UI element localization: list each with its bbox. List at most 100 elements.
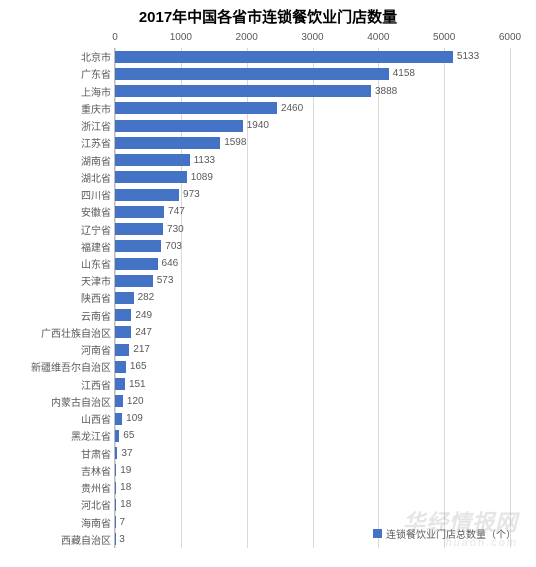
category-label: 山西省 bbox=[81, 411, 115, 426]
bar-row: 上海市3888 bbox=[115, 82, 510, 99]
category-label: 上海市 bbox=[81, 84, 115, 99]
bar-row: 吉林省19 bbox=[115, 462, 510, 479]
bar bbox=[115, 344, 129, 356]
category-label: 天津市 bbox=[81, 273, 115, 288]
category-label: 重庆市 bbox=[81, 101, 115, 116]
bar bbox=[115, 171, 187, 183]
x-tick-label: 2000 bbox=[236, 32, 258, 43]
value-label: 19 bbox=[116, 465, 131, 476]
value-label: 1598 bbox=[220, 137, 246, 148]
bar bbox=[115, 326, 131, 338]
category-label: 河北省 bbox=[81, 497, 115, 512]
value-label: 151 bbox=[125, 379, 146, 390]
value-label: 249 bbox=[131, 310, 152, 321]
bar-row: 陕西省282 bbox=[115, 289, 510, 306]
category-label: 广西壮族自治区 bbox=[41, 325, 115, 340]
bar bbox=[115, 292, 134, 304]
category-label: 西藏自治区 bbox=[61, 532, 115, 547]
chart-container: 2017年中国各省市连锁餐饮业门店数量 01000200030004000500… bbox=[0, 0, 536, 567]
value-label: 730 bbox=[163, 224, 184, 235]
bar bbox=[115, 85, 371, 97]
x-tick-label: 5000 bbox=[433, 32, 455, 43]
value-label: 1133 bbox=[190, 155, 216, 166]
category-label: 江苏省 bbox=[81, 135, 115, 150]
bar bbox=[115, 309, 131, 321]
value-label: 165 bbox=[126, 361, 147, 372]
plot-area: 北京市5133广东省4158上海市3888重庆市2460浙江省1940江苏省15… bbox=[115, 48, 510, 548]
bar-row: 山西省109 bbox=[115, 410, 510, 427]
bar bbox=[115, 361, 126, 373]
bar-row: 浙江省1940 bbox=[115, 117, 510, 134]
category-label: 湖北省 bbox=[81, 170, 115, 185]
category-label: 广东省 bbox=[81, 66, 115, 81]
x-tick-label: 6000 bbox=[499, 32, 521, 43]
value-label: 282 bbox=[134, 292, 155, 303]
bar-row: 江苏省1598 bbox=[115, 134, 510, 151]
bar-row: 重庆市2460 bbox=[115, 100, 510, 117]
bar bbox=[115, 258, 158, 270]
category-label: 陕西省 bbox=[81, 290, 115, 305]
value-label: 5133 bbox=[453, 51, 479, 62]
category-label: 辽宁省 bbox=[81, 222, 115, 237]
category-label: 湖南省 bbox=[81, 153, 115, 168]
value-label: 217 bbox=[129, 344, 150, 355]
bar-row: 四川省973 bbox=[115, 186, 510, 203]
value-label: 747 bbox=[164, 206, 185, 217]
value-label: 120 bbox=[123, 396, 144, 407]
bar-row: 山东省646 bbox=[115, 255, 510, 272]
bar-row: 河北省18 bbox=[115, 496, 510, 513]
bar bbox=[115, 154, 190, 166]
bar bbox=[115, 51, 453, 63]
category-label: 内蒙古自治区 bbox=[51, 394, 115, 409]
bar-row: 湖南省1133 bbox=[115, 151, 510, 168]
bar bbox=[115, 189, 179, 201]
x-axis-labels: 0100020003000400050006000 bbox=[115, 32, 510, 46]
value-label: 4158 bbox=[389, 68, 415, 79]
bar bbox=[115, 102, 277, 114]
bar-row: 辽宁省730 bbox=[115, 220, 510, 237]
value-label: 18 bbox=[116, 482, 131, 493]
category-label: 江西省 bbox=[81, 377, 115, 392]
category-label: 四川省 bbox=[81, 187, 115, 202]
value-label: 7 bbox=[115, 517, 125, 528]
category-label: 浙江省 bbox=[81, 118, 115, 133]
value-label: 1940 bbox=[243, 120, 269, 131]
value-label: 109 bbox=[122, 413, 143, 424]
category-label: 新疆维吾尔自治区 bbox=[31, 359, 115, 374]
legend-swatch bbox=[373, 529, 382, 538]
category-label: 北京市 bbox=[81, 49, 115, 64]
category-label: 安徽省 bbox=[81, 204, 115, 219]
category-label: 黑龙江省 bbox=[71, 428, 115, 443]
bar bbox=[115, 68, 389, 80]
bar bbox=[115, 223, 163, 235]
bar bbox=[115, 275, 153, 287]
bar-row: 甘肃省37 bbox=[115, 445, 510, 462]
x-tick-label: 3000 bbox=[301, 32, 323, 43]
bar-row: 新疆维吾尔自治区165 bbox=[115, 358, 510, 375]
x-tick-label: 1000 bbox=[170, 32, 192, 43]
category-label: 贵州省 bbox=[81, 480, 115, 495]
category-label: 山东省 bbox=[81, 256, 115, 271]
value-label: 3 bbox=[115, 534, 125, 545]
value-label: 703 bbox=[161, 241, 182, 252]
bar-row: 湖北省1089 bbox=[115, 169, 510, 186]
bar-row: 贵州省18 bbox=[115, 479, 510, 496]
category-label: 云南省 bbox=[81, 308, 115, 323]
category-label: 福建省 bbox=[81, 239, 115, 254]
bar bbox=[115, 120, 243, 132]
legend: 连锁餐饮业门店总数量（个） bbox=[373, 526, 516, 541]
bar-row: 北京市5133 bbox=[115, 48, 510, 65]
value-label: 973 bbox=[179, 189, 200, 200]
value-label: 18 bbox=[116, 499, 131, 510]
bar-row: 天津市573 bbox=[115, 272, 510, 289]
bar bbox=[115, 413, 122, 425]
value-label: 247 bbox=[131, 327, 152, 338]
x-tick-label: 4000 bbox=[367, 32, 389, 43]
x-tick-label: 0 bbox=[112, 32, 118, 43]
bar bbox=[115, 137, 220, 149]
value-label: 3888 bbox=[371, 86, 397, 97]
bar bbox=[115, 240, 161, 252]
bar-row: 安徽省747 bbox=[115, 203, 510, 220]
bar-row: 云南省249 bbox=[115, 307, 510, 324]
category-label: 甘肃省 bbox=[81, 446, 115, 461]
